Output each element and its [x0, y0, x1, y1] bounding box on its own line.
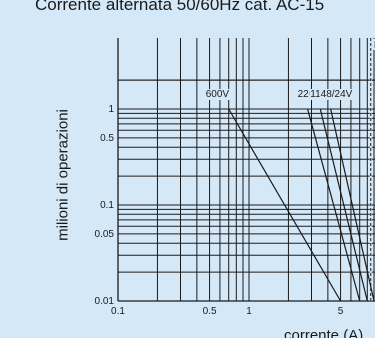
series-line-48-24v	[330, 108, 375, 302]
series	[228, 38, 375, 302]
x-tick-label: 0.1	[111, 306, 125, 317]
series-label-bg	[319, 89, 354, 100]
y-tick-label: 0.5	[100, 133, 114, 144]
page-title: Corrente alternata 50/60Hz cat. AC-15	[35, 0, 325, 14]
series-line-110v	[319, 108, 368, 302]
series-label-bg	[204, 89, 231, 100]
ticks: 0.010.050.10.510.10.51510	[95, 104, 375, 317]
y-tick-label: 0.01	[95, 296, 115, 307]
x-tick-label: 0.5	[203, 306, 217, 317]
series-label: 600V	[206, 89, 230, 100]
series-line-600v	[228, 108, 342, 302]
y-tick-label: 0.05	[95, 229, 115, 240]
y-tick-label: 0.1	[100, 200, 114, 211]
ith-label: Ith	[374, 40, 375, 51]
ith-label-bg	[372, 39, 375, 50]
grid	[117, 38, 375, 302]
x-axis-label: corrente (A)	[284, 327, 363, 338]
y-tick-label: 1	[108, 104, 114, 115]
x-tick-label: 1	[246, 306, 252, 317]
x-tick-label: 5	[338, 306, 344, 317]
series-line-220v	[306, 108, 361, 302]
series-label: 48/24V	[321, 89, 353, 100]
